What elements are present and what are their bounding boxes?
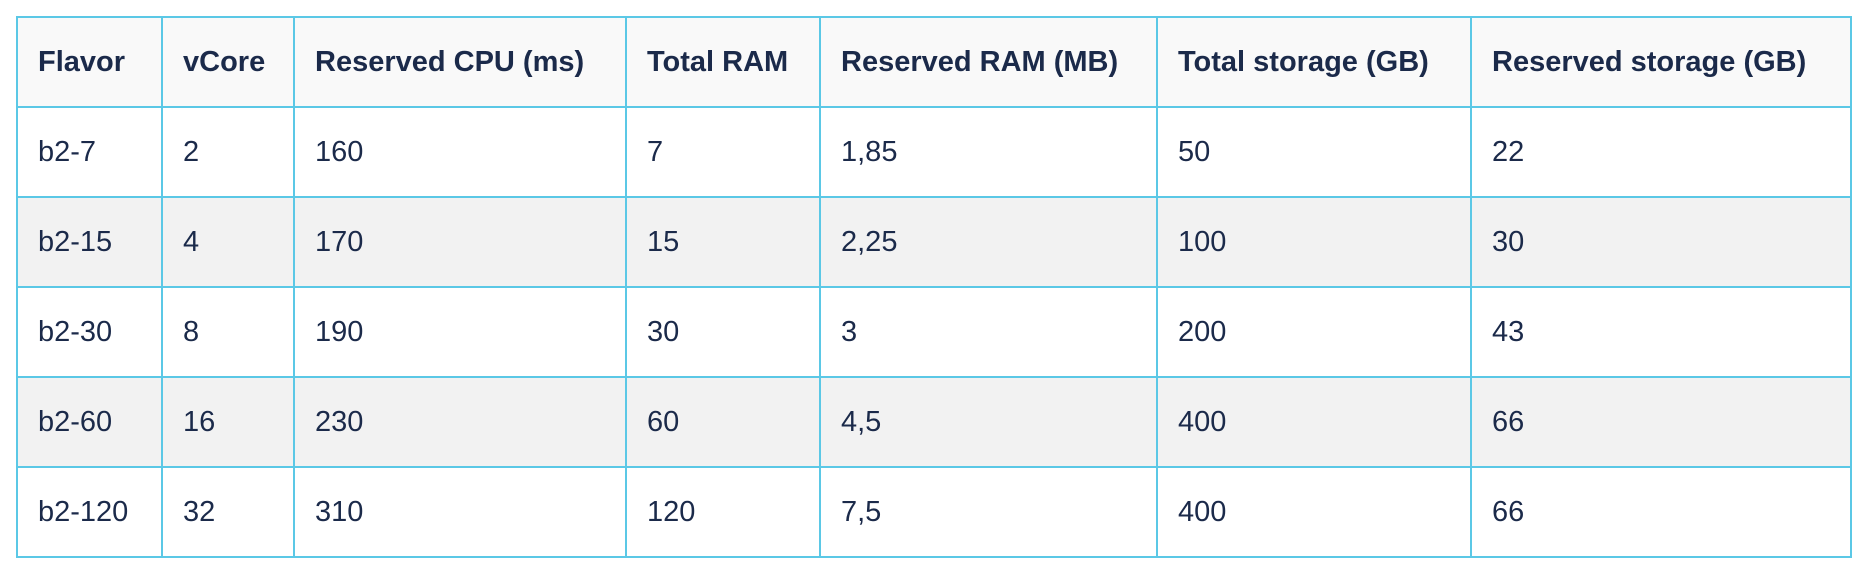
header-reserved-ram: Reserved RAM (MB) (819, 16, 1158, 108)
cell-total-ram: 30 (625, 286, 821, 378)
header-flavor: Flavor (16, 16, 163, 108)
cell-total-ram: 120 (625, 466, 821, 558)
header-total-ram: Total RAM (625, 16, 821, 108)
cell-reserved-storage: 66 (1470, 466, 1852, 558)
cell-reserved-cpu: 170 (293, 196, 627, 288)
table-row: b2-7 2 160 7 1,85 50 22 (16, 106, 1852, 198)
cell-reserved-storage: 66 (1470, 376, 1852, 468)
cell-total-storage: 50 (1156, 106, 1472, 198)
cell-reserved-storage: 43 (1470, 286, 1852, 378)
cell-reserved-ram: 1,85 (819, 106, 1158, 198)
cell-reserved-cpu: 310 (293, 466, 627, 558)
table-row: b2-60 16 230 60 4,5 400 66 (16, 376, 1852, 468)
cell-reserved-ram: 3 (819, 286, 1158, 378)
cell-vcore: 8 (161, 286, 295, 378)
header-total-storage: Total storage (GB) (1156, 16, 1472, 108)
cell-reserved-cpu: 160 (293, 106, 627, 198)
header-vcore: vCore (161, 16, 295, 108)
cell-reserved-ram: 7,5 (819, 466, 1158, 558)
cell-vcore: 16 (161, 376, 295, 468)
cell-vcore: 4 (161, 196, 295, 288)
cell-total-ram: 15 (625, 196, 821, 288)
cell-flavor: b2-120 (16, 466, 163, 558)
cell-reserved-storage: 30 (1470, 196, 1852, 288)
cell-flavor: b2-30 (16, 286, 163, 378)
cell-reserved-ram: 2,25 (819, 196, 1158, 288)
cell-flavor: b2-7 (16, 106, 163, 198)
table-row: b2-30 8 190 30 3 200 43 (16, 286, 1852, 378)
flavor-table: Flavor vCore Reserved CPU (ms) Total RAM… (16, 16, 1852, 558)
cell-flavor: b2-60 (16, 376, 163, 468)
header-reserved-storage: Reserved storage (GB) (1470, 16, 1852, 108)
cell-reserved-cpu: 190 (293, 286, 627, 378)
cell-total-ram: 60 (625, 376, 821, 468)
cell-vcore: 2 (161, 106, 295, 198)
cell-total-storage: 200 (1156, 286, 1472, 378)
table-row: b2-120 32 310 120 7,5 400 66 (16, 466, 1852, 558)
table-header: Flavor vCore Reserved CPU (ms) Total RAM… (16, 16, 1852, 108)
table-row: b2-15 4 170 15 2,25 100 30 (16, 196, 1852, 288)
flavor-table-container: Flavor vCore Reserved CPU (ms) Total RAM… (16, 16, 1852, 558)
table-body: b2-7 2 160 7 1,85 50 22 b2-15 4 170 15 2… (16, 106, 1852, 558)
cell-reserved-storage: 22 (1470, 106, 1852, 198)
header-row: Flavor vCore Reserved CPU (ms) Total RAM… (16, 16, 1852, 108)
cell-vcore: 32 (161, 466, 295, 558)
cell-total-ram: 7 (625, 106, 821, 198)
cell-total-storage: 400 (1156, 376, 1472, 468)
cell-total-storage: 400 (1156, 466, 1472, 558)
cell-reserved-cpu: 230 (293, 376, 627, 468)
header-reserved-cpu: Reserved CPU (ms) (293, 16, 627, 108)
cell-total-storage: 100 (1156, 196, 1472, 288)
cell-flavor: b2-15 (16, 196, 163, 288)
cell-reserved-ram: 4,5 (819, 376, 1158, 468)
